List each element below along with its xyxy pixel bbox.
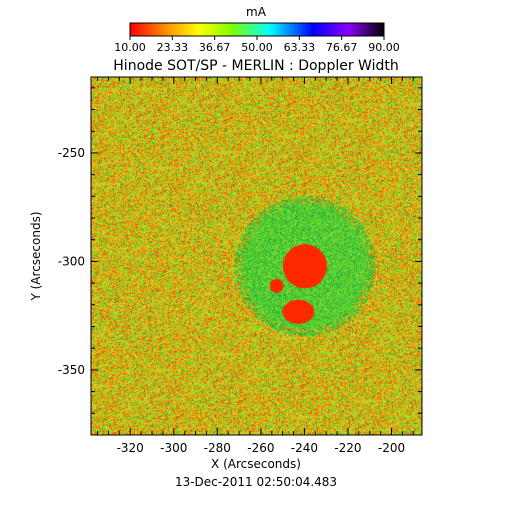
y-tick-label: -350 [58, 363, 85, 377]
x-tick-label: -300 [160, 441, 187, 455]
x-tick-label: -280 [204, 441, 231, 455]
x-tick-label: -200 [378, 441, 405, 455]
colorbar-tick-label: 10.00 [114, 41, 146, 54]
doppler-width-heatmap [91, 77, 422, 435]
x-tick-label: -220 [334, 441, 361, 455]
colorbar-tick-label: 76.67 [326, 41, 358, 54]
y-tick-label: -300 [58, 254, 85, 268]
x-axis-label: X (Arcseconds) [211, 457, 301, 471]
x-tick-label: -240 [291, 441, 318, 455]
x-tick-label: -320 [117, 441, 144, 455]
colorbar-tick-label: 36.67 [199, 41, 231, 54]
plot-title: Hinode SOT/SP - MERLIN : Doppler Width [113, 58, 398, 74]
y-axis-label: Y (Arcseconds) [29, 211, 43, 301]
y-tick-label: -250 [58, 146, 85, 160]
colorbar-tick-label: 90.00 [368, 41, 400, 54]
timestamp: 13-Dec-2011 02:50:04.483 [175, 475, 337, 489]
colorbar [129, 22, 385, 37]
colorbar-tick-label: 23.33 [157, 41, 189, 54]
colorbar-unit: mA [246, 5, 267, 19]
plot-frame [90, 76, 423, 436]
colorbar-tick-label: 50.00 [241, 41, 273, 54]
x-tick-label: -260 [247, 441, 274, 455]
colorbar-tick-label: 63.33 [284, 41, 316, 54]
